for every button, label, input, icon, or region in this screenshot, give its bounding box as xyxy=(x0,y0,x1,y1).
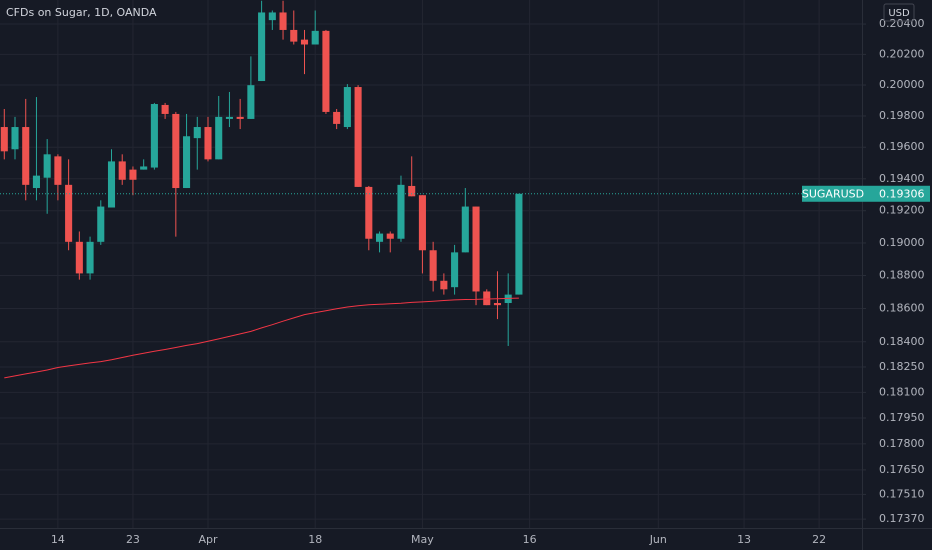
candle-body xyxy=(483,291,491,306)
y-tick-label: 0.19600 xyxy=(879,140,925,153)
candle-body xyxy=(140,166,148,170)
symbol-label: SUGARUSD xyxy=(802,187,864,200)
candle-body xyxy=(193,127,201,139)
candle-body xyxy=(258,12,266,82)
candle-body xyxy=(343,87,351,128)
chart-title: CFDs on Sugar, 1D, OANDA xyxy=(6,6,157,19)
candle-body xyxy=(225,116,233,119)
x-tick-label: Jun xyxy=(649,533,667,546)
candle-body xyxy=(354,87,362,187)
candle-body xyxy=(247,85,255,119)
candle-body xyxy=(107,161,116,208)
y-tick-label: 0.19200 xyxy=(879,204,925,217)
y-tick-label: 0.20200 xyxy=(879,47,925,60)
candle-body xyxy=(408,185,416,197)
candle-body xyxy=(0,127,8,152)
candle-body xyxy=(279,12,287,30)
candle-body xyxy=(311,30,319,45)
marks xyxy=(0,0,862,379)
candle-body xyxy=(365,186,373,239)
grid xyxy=(0,0,862,528)
x-tick-label: 18 xyxy=(308,533,322,546)
candle-body xyxy=(54,156,62,185)
x-tick-label: 16 xyxy=(523,533,537,546)
y-tick-label: 0.17510 xyxy=(879,487,925,500)
currency[interactable]: USD xyxy=(888,8,910,19)
candle-body xyxy=(204,127,212,160)
y-tick-label: 0.20000 xyxy=(879,78,925,91)
y-tick-label: 0.18250 xyxy=(879,360,925,373)
candle-body xyxy=(86,241,94,274)
candle-body xyxy=(515,193,523,295)
price-badge xyxy=(864,185,930,202)
candle-body xyxy=(451,252,459,288)
candle-body xyxy=(290,29,298,42)
moving-average xyxy=(4,297,519,379)
candle-body xyxy=(215,116,223,160)
candle-body xyxy=(300,39,309,45)
y-tick-label: 0.18100 xyxy=(879,385,925,398)
candle-body xyxy=(65,184,73,242)
y-tick-label: 0.17950 xyxy=(879,411,925,424)
candle-body xyxy=(161,104,169,114)
candle-body xyxy=(472,206,480,292)
candle-body xyxy=(172,113,180,189)
candle-body xyxy=(429,250,437,281)
candle-body xyxy=(268,12,276,21)
y-tick-label: 0.19000 xyxy=(879,236,925,249)
y-tick-label: 0.19800 xyxy=(879,109,925,122)
symbol-badge xyxy=(802,185,864,202)
x-tick-label: 22 xyxy=(812,533,826,546)
candle-body xyxy=(493,303,502,306)
y-tick-label: 0.19400 xyxy=(879,172,925,185)
candle-body xyxy=(118,161,126,180)
candle-body xyxy=(129,169,137,180)
y-tick-label: 0.17370 xyxy=(879,512,925,525)
x-tick-label: 23 xyxy=(126,533,140,546)
candle-body xyxy=(43,154,51,178)
candle-body xyxy=(440,280,448,290)
x-tick-label: 14 xyxy=(51,533,65,546)
candle-body xyxy=(150,104,158,168)
candle-body xyxy=(397,184,405,239)
candle-body xyxy=(75,241,83,274)
x-tick-label: Apr xyxy=(198,533,218,546)
y-tick-label: 0.18400 xyxy=(879,335,925,348)
candle-body xyxy=(386,233,394,239)
currency-box[interactable] xyxy=(883,3,915,22)
candle-body xyxy=(22,127,30,185)
y-tick-label: 0.18800 xyxy=(879,269,925,282)
candle-body xyxy=(11,127,19,150)
candle-body xyxy=(183,136,191,189)
candle-body xyxy=(375,233,384,242)
candle-body xyxy=(461,206,469,253)
candle-body xyxy=(236,116,244,119)
candle-body xyxy=(97,206,105,242)
price-label: 0.19306 xyxy=(879,187,925,200)
x-tick-label: 13 xyxy=(737,533,751,546)
labels: 0.20400 0.20200 0.20000 0.19800 0.19600 0.194… xyxy=(51,17,930,546)
y-tick-label: 0.20400 xyxy=(879,17,925,30)
candle-body xyxy=(418,195,426,251)
candle-body xyxy=(32,175,40,189)
y-tick-label: 0.18600 xyxy=(879,301,925,314)
x-tick-label: May xyxy=(411,533,434,546)
candle-body xyxy=(333,111,341,124)
candle-body xyxy=(322,30,330,112)
y-tick-label: 0.17800 xyxy=(879,437,925,450)
y-tick-label: 0.17650 xyxy=(879,463,925,476)
